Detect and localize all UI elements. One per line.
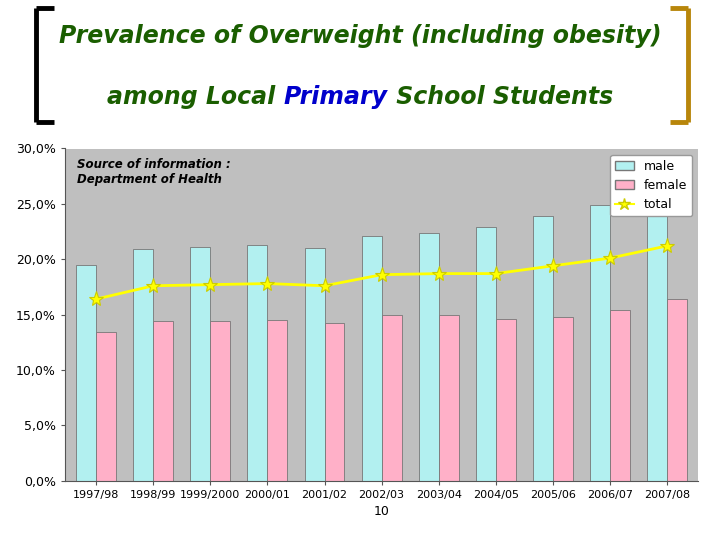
Bar: [438, 314, 459, 481]
Bar: [647, 193, 667, 481]
Bar: [382, 314, 402, 481]
Bar: [667, 299, 687, 481]
Text: among Local Primary School Students: among Local Primary School Students: [107, 85, 613, 109]
Bar: [419, 233, 438, 481]
Bar: [96, 332, 116, 481]
Bar: [133, 249, 153, 481]
Bar: [610, 310, 630, 481]
Text: 10: 10: [374, 505, 390, 518]
Bar: [210, 321, 230, 481]
Bar: [476, 227, 496, 481]
Bar: [325, 323, 344, 481]
Bar: [533, 216, 553, 481]
Bar: [590, 205, 610, 481]
Bar: [76, 265, 96, 481]
Bar: [190, 247, 210, 481]
Bar: [153, 321, 174, 481]
Bar: [305, 248, 325, 481]
Bar: [553, 317, 573, 481]
Bar: [496, 319, 516, 481]
Text: among Local: among Local: [107, 85, 284, 109]
Bar: [267, 320, 287, 481]
Text: Source of information :
Department of Health: Source of information : Department of He…: [78, 158, 231, 186]
Text: School Students: School Students: [387, 85, 613, 109]
Bar: [248, 245, 267, 481]
Legend: male, female, total: male, female, total: [610, 155, 692, 216]
Text: Primary: Primary: [284, 85, 387, 109]
Text: Prevalence of Overweight (including obesity): Prevalence of Overweight (including obes…: [59, 24, 661, 48]
Bar: [361, 236, 382, 481]
